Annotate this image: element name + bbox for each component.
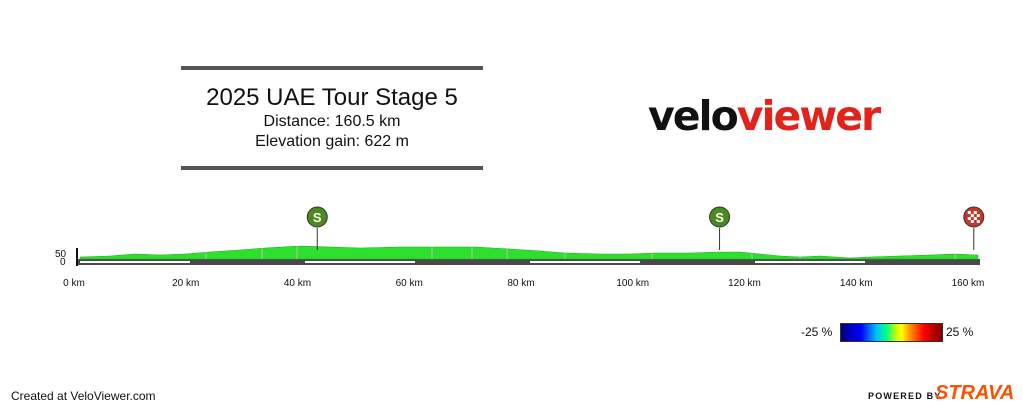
top-divider <box>181 66 483 70</box>
x-tick-label: 0 km <box>63 278 85 289</box>
logo-part-velo: velo <box>648 92 739 140</box>
sprint-marker-label: S <box>313 210 322 225</box>
x-tick-label: 140 km <box>840 278 873 289</box>
gradient-legend-min: -25 % <box>801 325 833 339</box>
sprint-marker-label: S <box>715 210 724 225</box>
veloviewer-logo: veloviewer <box>648 96 881 137</box>
checkered-flag-icon <box>967 211 980 223</box>
y-tick-0: 0 <box>60 257 66 268</box>
x-tick-label: 120 km <box>728 278 761 289</box>
gradient-legend-max: 25 % <box>946 325 974 339</box>
x-tick-label: 160 km <box>952 278 985 289</box>
bottom-divider <box>181 166 483 170</box>
x-tick-label: 20 km <box>172 278 199 289</box>
logo-part-viewer: viewer <box>736 92 881 140</box>
elevation-profile: 50 0 0 km 20 km 40 km 60 km 80 km 100 km 120 k… <box>55 206 985 289</box>
powered-by-label: POWERED BY <box>868 391 942 401</box>
x-tick-label: 100 km <box>616 278 649 289</box>
page-title: 2025 UAE Tour Stage 5 <box>206 84 458 111</box>
distance-label: Distance: 160.5 km <box>263 113 401 130</box>
created-at-link[interactable]: Created at VeloViewer.com <box>11 389 156 403</box>
elevation-fill <box>79 245 979 260</box>
y-tick-50: 50 <box>55 249 67 260</box>
strava-logo[interactable]: STRAVA <box>935 382 1015 404</box>
x-axis-ticks: 0 km 20 km 40 km 60 km 80 km 100 km 120 km 140 … <box>63 278 984 289</box>
profile-base <box>78 259 980 265</box>
x-tick-label: 80 km <box>507 278 534 289</box>
km-segment-markers <box>80 261 865 263</box>
x-tick-label: 40 km <box>284 278 311 289</box>
sprint-icon[interactable] <box>306 206 328 228</box>
profile-segment-dividers <box>205 246 956 259</box>
sprint-icon[interactable] <box>709 206 731 228</box>
elevation-gain-label: Elevation gain: 622 m <box>255 133 409 150</box>
gradient-legend-bar <box>840 323 943 342</box>
stage-info: 2025 UAE Tour Stage 5 Distance: 160.5 km… <box>181 66 483 170</box>
x-tick-label: 60 km <box>396 278 423 289</box>
